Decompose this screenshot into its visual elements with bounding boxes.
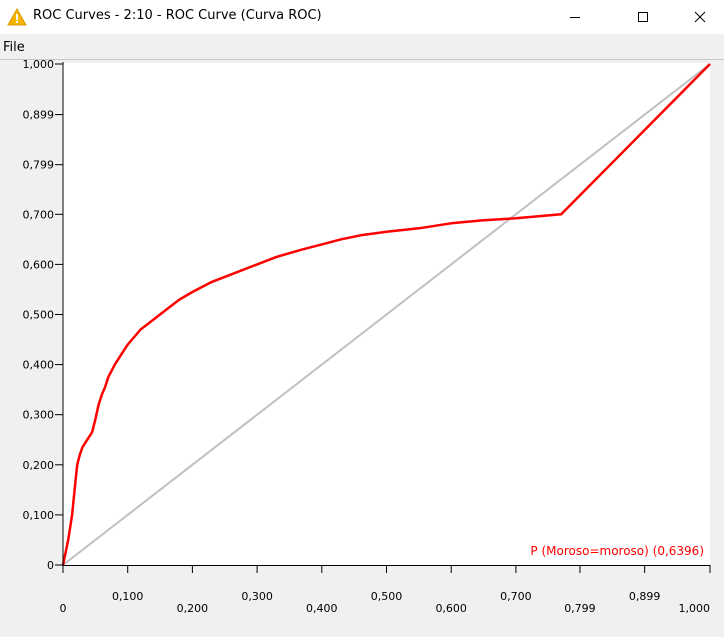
diagonal-reference-line	[62, 63, 711, 566]
x-tick-label: 0,700	[500, 590, 532, 603]
y-tick-label: 0,200	[23, 459, 55, 472]
x-tick-label: 0,500	[371, 590, 403, 603]
minimize-button[interactable]	[552, 0, 598, 34]
close-icon	[694, 11, 706, 23]
y-tick-label: 0,799	[23, 159, 55, 172]
title-bar: ROC Curves - 2:10 - ROC Curve (Curva ROC…	[0, 0, 724, 34]
x-tick-label: 0,799	[564, 602, 596, 615]
y-tick-label: 0,500	[23, 309, 55, 322]
y-tick-label: 0,700	[23, 208, 55, 221]
x-tick-label: 1,000	[679, 602, 711, 615]
y-tick-label: 1,000	[23, 58, 55, 71]
close-button[interactable]	[677, 0, 723, 34]
roc-series-line	[61, 63, 711, 566]
x-tick-label: 0,200	[177, 602, 209, 615]
x-tick-label: 0,899	[629, 590, 661, 603]
menu-separator	[0, 59, 724, 60]
x-tick-label: 0,600	[435, 602, 467, 615]
y-tick-label: 0,400	[23, 359, 55, 372]
y-tick-label: 0	[47, 559, 54, 572]
menu-file[interactable]: File	[3, 40, 25, 55]
maximize-icon	[638, 12, 648, 22]
maximize-button[interactable]	[620, 0, 666, 34]
menu-bar: File	[0, 34, 724, 60]
y-tick-label: 0,100	[23, 509, 55, 522]
legend-label: P (Moroso=moroso) (0,6396)	[530, 544, 704, 558]
x-tick-label: 0,300	[241, 590, 273, 603]
warning-triangle-icon	[7, 8, 27, 26]
x-tick-label: 0,400	[306, 602, 338, 615]
y-tick-label: 0,300	[23, 409, 55, 422]
window-title: ROC Curves - 2:10 - ROC Curve (Curva ROC…	[33, 8, 322, 23]
x-tick-label: 0,100	[112, 590, 144, 603]
y-tick-label: 0,600	[23, 258, 55, 271]
minimize-icon	[570, 17, 580, 18]
y-tick-label: 0,899	[23, 109, 55, 122]
x-tick-label: 0	[60, 602, 67, 615]
